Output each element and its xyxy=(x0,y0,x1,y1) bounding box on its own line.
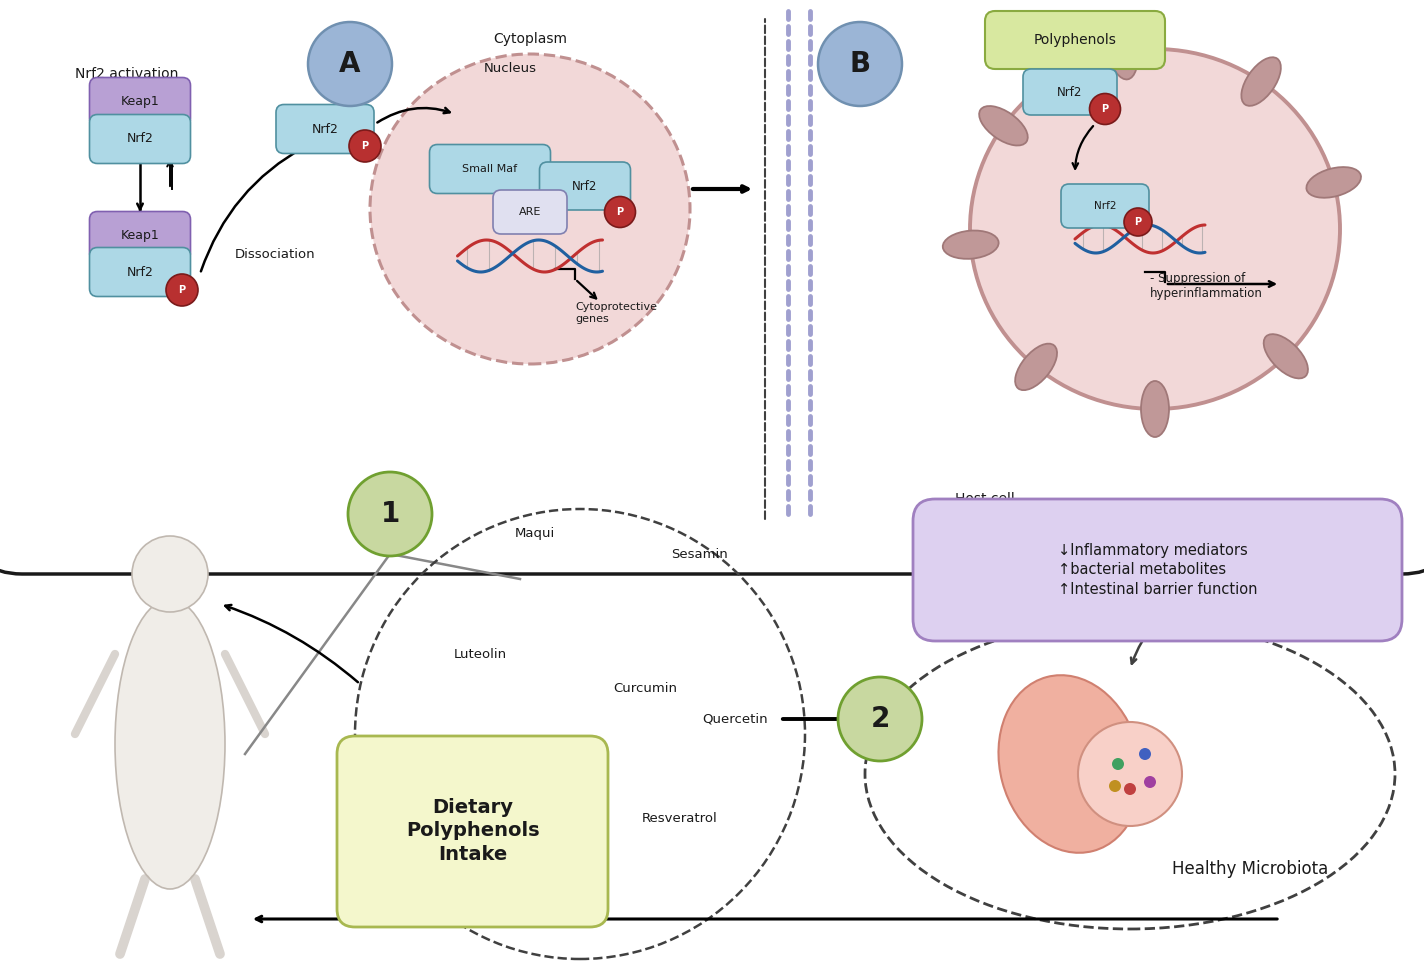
FancyBboxPatch shape xyxy=(90,211,191,260)
Ellipse shape xyxy=(370,54,691,364)
Ellipse shape xyxy=(1306,168,1361,198)
Text: Nrf2: Nrf2 xyxy=(312,123,339,135)
Text: Nrf2: Nrf2 xyxy=(1057,86,1082,98)
Text: Maqui: Maqui xyxy=(515,528,555,541)
Text: B: B xyxy=(850,50,870,78)
FancyBboxPatch shape xyxy=(540,162,631,210)
Ellipse shape xyxy=(1108,24,1138,80)
Circle shape xyxy=(1124,783,1136,795)
Text: A: A xyxy=(339,50,360,78)
FancyBboxPatch shape xyxy=(276,104,375,154)
Text: Cytoplasm: Cytoplasm xyxy=(493,32,567,46)
Text: Keap1: Keap1 xyxy=(121,230,159,243)
FancyBboxPatch shape xyxy=(1022,69,1116,115)
Ellipse shape xyxy=(115,599,225,889)
Text: Dissociation: Dissociation xyxy=(235,247,316,260)
Text: P: P xyxy=(178,285,185,295)
FancyBboxPatch shape xyxy=(337,736,608,927)
Text: Nucleus: Nucleus xyxy=(484,62,537,76)
Circle shape xyxy=(349,130,382,162)
Text: Keap1: Keap1 xyxy=(121,95,159,108)
Text: P: P xyxy=(617,207,624,217)
Circle shape xyxy=(1109,780,1121,792)
Text: Nrf2: Nrf2 xyxy=(572,179,598,193)
Circle shape xyxy=(1143,776,1156,788)
Text: Polyphenols: Polyphenols xyxy=(1034,33,1116,47)
Ellipse shape xyxy=(1141,381,1169,437)
Ellipse shape xyxy=(864,619,1396,929)
Ellipse shape xyxy=(1015,344,1057,391)
Text: Nrf2: Nrf2 xyxy=(1094,201,1116,211)
Circle shape xyxy=(347,472,431,556)
FancyBboxPatch shape xyxy=(90,78,191,127)
FancyBboxPatch shape xyxy=(0,0,1424,574)
FancyBboxPatch shape xyxy=(90,247,191,296)
Text: Sesamin: Sesamin xyxy=(672,547,728,560)
FancyBboxPatch shape xyxy=(985,11,1165,69)
Text: Nrf2 activation: Nrf2 activation xyxy=(75,67,178,81)
Text: Dietary
Polyphenols
Intake: Dietary Polyphenols Intake xyxy=(406,798,540,864)
Text: Nrf2: Nrf2 xyxy=(127,266,154,279)
Circle shape xyxy=(1139,748,1151,760)
Circle shape xyxy=(132,536,208,612)
Text: ARE: ARE xyxy=(518,207,541,217)
Ellipse shape xyxy=(1263,334,1309,379)
FancyBboxPatch shape xyxy=(430,144,551,194)
Text: Luteolin: Luteolin xyxy=(453,648,507,660)
Circle shape xyxy=(1078,722,1182,826)
Ellipse shape xyxy=(998,675,1142,853)
Text: Small Maf: Small Maf xyxy=(463,164,517,174)
Text: 1: 1 xyxy=(380,500,400,528)
Circle shape xyxy=(1089,94,1121,125)
Text: Host cell: Host cell xyxy=(956,492,1015,506)
Circle shape xyxy=(167,274,198,306)
Text: Resveratrol: Resveratrol xyxy=(642,812,718,826)
Circle shape xyxy=(1112,758,1124,770)
Ellipse shape xyxy=(1242,57,1280,106)
Ellipse shape xyxy=(970,49,1340,409)
Text: - Suppression of
hyperinflammation: - Suppression of hyperinflammation xyxy=(1151,272,1263,300)
Circle shape xyxy=(605,197,635,228)
Text: ↓Inflammatory mediators
↑bacterial metabolites
↑Intestinal barrier function: ↓Inflammatory mediators ↑bacterial metab… xyxy=(1058,543,1257,597)
Text: P: P xyxy=(1101,104,1108,114)
FancyBboxPatch shape xyxy=(493,190,567,234)
Text: Nrf2: Nrf2 xyxy=(127,132,154,145)
Text: Healthy Microbiota: Healthy Microbiota xyxy=(1172,860,1329,878)
Circle shape xyxy=(308,22,392,106)
Text: P: P xyxy=(1135,217,1142,227)
FancyBboxPatch shape xyxy=(1061,184,1149,228)
Circle shape xyxy=(817,22,901,106)
Text: 2: 2 xyxy=(870,705,890,733)
FancyBboxPatch shape xyxy=(913,499,1403,641)
Ellipse shape xyxy=(980,106,1028,145)
Circle shape xyxy=(837,677,921,761)
Ellipse shape xyxy=(943,231,998,259)
Text: P: P xyxy=(362,141,369,151)
Text: Curcumin: Curcumin xyxy=(612,683,676,695)
Text: Cytoprotective
genes: Cytoprotective genes xyxy=(575,302,656,323)
Circle shape xyxy=(1124,208,1152,236)
FancyBboxPatch shape xyxy=(90,115,191,164)
Text: Quercetin: Quercetin xyxy=(702,713,768,726)
